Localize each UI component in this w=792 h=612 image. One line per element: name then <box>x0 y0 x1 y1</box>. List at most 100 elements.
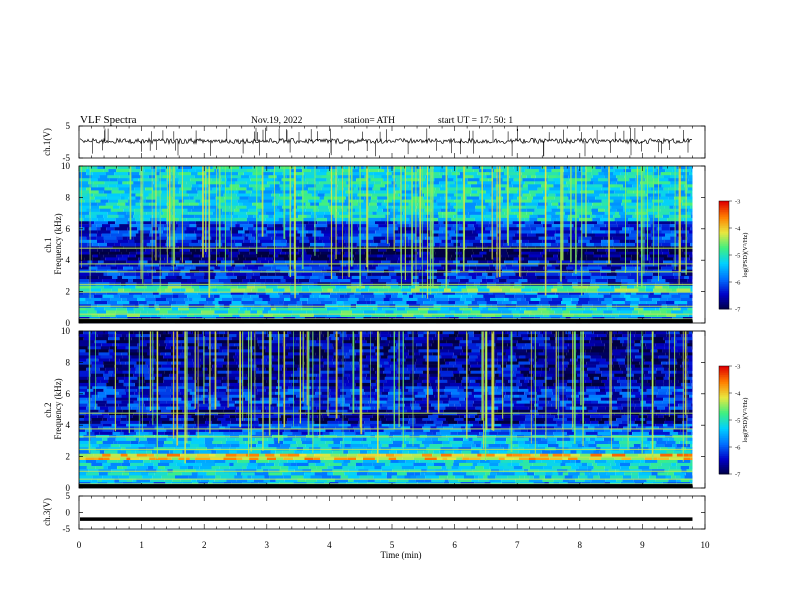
spectrogram-cell <box>244 230 250 234</box>
spectrogram-cell <box>91 297 101 302</box>
spectrogram-cell <box>688 208 693 213</box>
spectrogram-cell <box>589 423 599 427</box>
spectrogram-cell <box>235 263 245 267</box>
spectrogram-cell <box>280 187 291 191</box>
spectrogram-cell <box>608 190 615 194</box>
spectrogram-cell <box>591 236 604 240</box>
spectrogram-cell <box>408 184 414 188</box>
spectrogram-cell <box>103 426 110 430</box>
spectrogram-cell <box>395 190 401 194</box>
sferic-streak <box>647 166 648 248</box>
spectrogram-cell <box>525 224 530 228</box>
spectrogram-cell <box>219 426 225 430</box>
spectrogram-cell <box>616 272 631 277</box>
spectrogram-cell <box>269 475 284 479</box>
spectrogram-cell <box>296 440 302 445</box>
spectrogram-cell <box>615 230 620 234</box>
spectrogram-cell <box>666 459 678 464</box>
spectrogram-cell <box>664 205 670 210</box>
spectrogram-cell <box>369 233 382 237</box>
spectrogram-cell <box>298 193 312 197</box>
spectrogram-cell <box>79 423 89 427</box>
spectrogram-cell <box>371 196 378 200</box>
spectrogram-cell <box>329 208 337 213</box>
spectrogram-cell <box>528 456 536 460</box>
spectrogram-cell <box>629 233 637 237</box>
spectrogram-cell <box>491 181 498 185</box>
spectrogram-cell <box>316 172 327 176</box>
spectrogram-cell <box>98 313 105 317</box>
spectrogram-cell <box>465 166 473 170</box>
spectrogram-cell <box>386 172 392 176</box>
spectrogram-cell <box>178 178 191 182</box>
spectrogram-cell <box>142 196 147 200</box>
spectrogram-cell <box>128 199 140 203</box>
spectrogram-cell <box>159 172 171 176</box>
spectrogram-cell <box>184 291 198 295</box>
spectrogram-cell <box>587 475 594 479</box>
spectrogram-cell <box>480 239 492 244</box>
spectrogram-cell <box>401 175 414 179</box>
spectrogram-cell <box>302 169 311 173</box>
spectrogram-cell <box>350 178 357 182</box>
spectrogram-cell <box>505 440 511 445</box>
spectrogram-cell <box>331 227 339 231</box>
spectrogram-cell <box>144 169 154 173</box>
spectrogram-cell <box>543 227 556 231</box>
spectrogram-cell <box>99 450 105 454</box>
spectrogram-cell <box>676 166 689 170</box>
spectrogram-cell <box>438 220 444 225</box>
spectrogram-cell <box>236 450 250 454</box>
spectrogram-cell <box>259 453 266 457</box>
spectrogram-cell <box>527 184 542 188</box>
spectrogram-cell <box>126 423 141 427</box>
spectrogram-cell <box>222 217 235 222</box>
spectrogram-cell <box>682 248 693 252</box>
spectrogram-cell <box>563 251 568 255</box>
spectrogram-cell <box>220 224 225 228</box>
spectrogram-cell <box>242 475 248 479</box>
spectrogram-cell <box>249 175 261 179</box>
spectrogram-cell <box>334 456 348 460</box>
spectrogram-cell <box>440 169 447 173</box>
spectrogram-cell <box>617 224 630 228</box>
spectrogram-cell <box>667 423 674 427</box>
spectrogram-cell <box>343 169 352 173</box>
spectrogram-cell <box>108 251 115 255</box>
spectrogram-cell <box>689 440 693 445</box>
spectrogram-cell <box>256 444 269 448</box>
spectrogram-cell <box>339 288 352 292</box>
spectrogram-cell <box>112 275 118 280</box>
spectrogram-cell <box>531 310 542 314</box>
spectrogram-cell <box>319 196 324 200</box>
emission-line <box>79 291 693 293</box>
spectrogram-cell <box>428 263 442 267</box>
spectrogram-cell <box>117 291 129 295</box>
spectrogram-cell <box>618 313 632 317</box>
spectrogram-cell <box>462 444 472 448</box>
spectrogram-cell <box>600 227 611 231</box>
spectrogram-cell <box>403 239 409 244</box>
spectrogram-cell <box>323 272 336 277</box>
spectrogram-cell <box>79 205 91 210</box>
spectrogram-cell <box>348 475 360 479</box>
spectrogram-cell <box>301 260 313 264</box>
spectrogram-cell <box>272 313 286 317</box>
spectrogram-cell <box>556 260 571 264</box>
spectrogram-cell <box>467 288 478 292</box>
spectrogram-cell <box>547 294 559 299</box>
spectrogram-cell <box>424 456 437 460</box>
spectrogram-cell <box>79 254 93 258</box>
spectrogram-cell <box>530 193 536 197</box>
spectrogram-cell <box>194 230 205 234</box>
spectrogram-cell <box>225 453 237 457</box>
spectrogram-cell <box>393 254 402 258</box>
spectrogram-cell <box>537 257 547 261</box>
spectrogram-cell <box>595 437 604 442</box>
spectrogram-cell <box>652 172 661 176</box>
spectrogram-cell <box>601 169 609 173</box>
spectrogram-cell <box>513 466 523 470</box>
spectrogram-cell <box>79 175 92 179</box>
spectrogram-cell <box>294 233 300 237</box>
spectrogram-cell <box>405 227 416 231</box>
